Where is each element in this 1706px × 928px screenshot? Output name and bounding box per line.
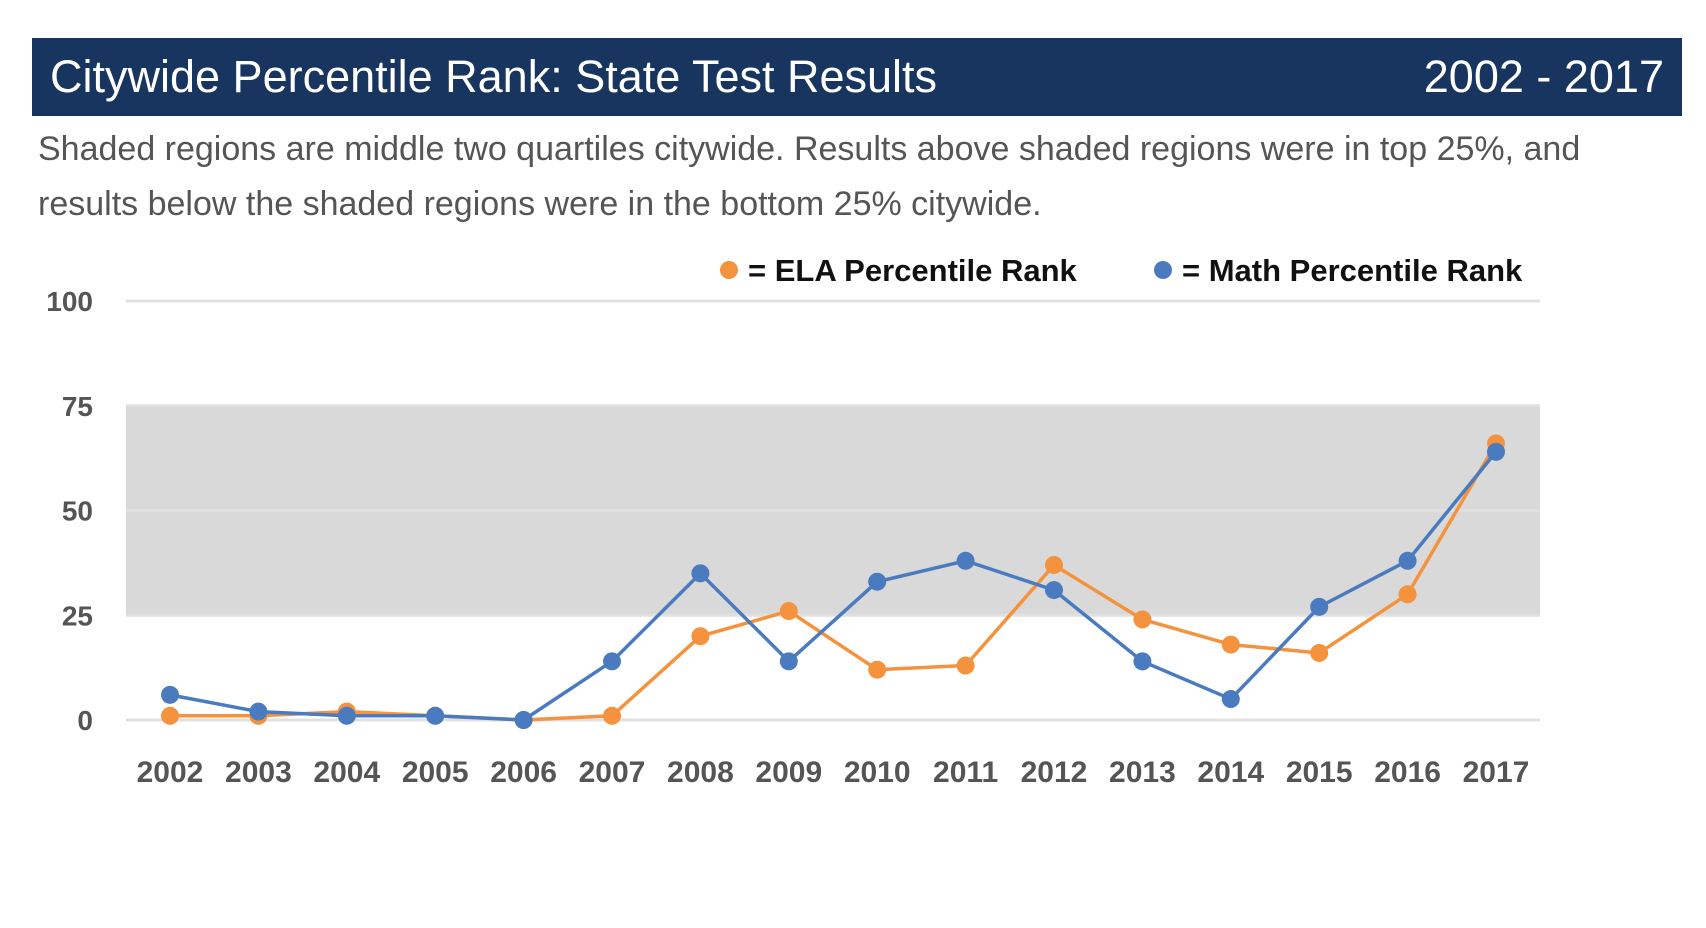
data-point: [1133, 652, 1152, 671]
y-tick-label: 25: [62, 600, 93, 631]
y-tick-label: 75: [62, 391, 93, 422]
data-point: [1310, 597, 1329, 616]
chart-header: Citywide Percentile Rank: State Test Res…: [32, 38, 1682, 116]
x-tick-label: 2015: [1286, 756, 1353, 789]
legend-label: = Math Percentile Rank: [1182, 253, 1523, 288]
data-point: [956, 656, 975, 675]
data-point: [1310, 643, 1329, 662]
legend-marker: [720, 261, 738, 279]
data-point: [603, 706, 621, 725]
y-tick-label: 50: [62, 496, 93, 527]
data-point: [1398, 551, 1417, 570]
x-tick-label: 2016: [1374, 756, 1441, 789]
legend-marker: [1154, 261, 1172, 279]
x-tick-label: 2008: [667, 756, 734, 789]
data-point: [426, 706, 445, 725]
x-tick-label: 2004: [313, 756, 380, 789]
legend-label: = ELA Percentile Rank: [748, 253, 1078, 288]
data-point: [249, 702, 268, 721]
data-point: [1398, 585, 1417, 604]
data-point: [691, 564, 710, 583]
series-line-1: [169, 450, 1498, 722]
x-tick-label: 2017: [1463, 756, 1530, 789]
x-tick-label: 2003: [225, 756, 292, 789]
x-tick-label: 2011: [933, 756, 998, 789]
x-tick-label: 2014: [1197, 756, 1264, 789]
data-point: [868, 572, 887, 591]
data-point: [1487, 442, 1505, 461]
data-point: [603, 652, 621, 671]
x-tick-label: 2010: [844, 756, 911, 789]
x-tick-label: 2013: [1109, 756, 1176, 789]
series-line-0: [170, 442, 1498, 722]
data-point: [161, 685, 179, 704]
x-tick-label: 2002: [137, 756, 204, 789]
data-point: [1045, 581, 1063, 600]
data-point: [956, 551, 975, 570]
x-tick-label: 2005: [402, 756, 469, 789]
year-range: 2002 - 2017: [1423, 51, 1664, 102]
data-point: [1133, 610, 1152, 629]
data-point: [1045, 555, 1063, 574]
data-point: [1221, 635, 1240, 654]
x-tick-label: 2009: [755, 756, 822, 789]
data-point: [514, 711, 533, 729]
data-point: [868, 660, 887, 679]
data-point: [161, 706, 179, 725]
x-tick-label: 2007: [579, 756, 646, 789]
data-point: [779, 602, 798, 621]
y-tick-label: 0: [77, 705, 93, 736]
data-point: [1221, 690, 1240, 709]
chart-title: Citywide Percentile Rank: State Test Res…: [50, 51, 938, 102]
data-point: [337, 706, 356, 725]
x-tick-label: 2006: [490, 756, 557, 789]
data-point: [691, 627, 710, 646]
y-tick-label: 100: [46, 286, 93, 317]
x-tick-label: 2012: [1021, 756, 1088, 789]
chart-subtitle: Shaded regions are middle two quartiles …: [38, 130, 1581, 223]
data-point: [779, 652, 798, 671]
